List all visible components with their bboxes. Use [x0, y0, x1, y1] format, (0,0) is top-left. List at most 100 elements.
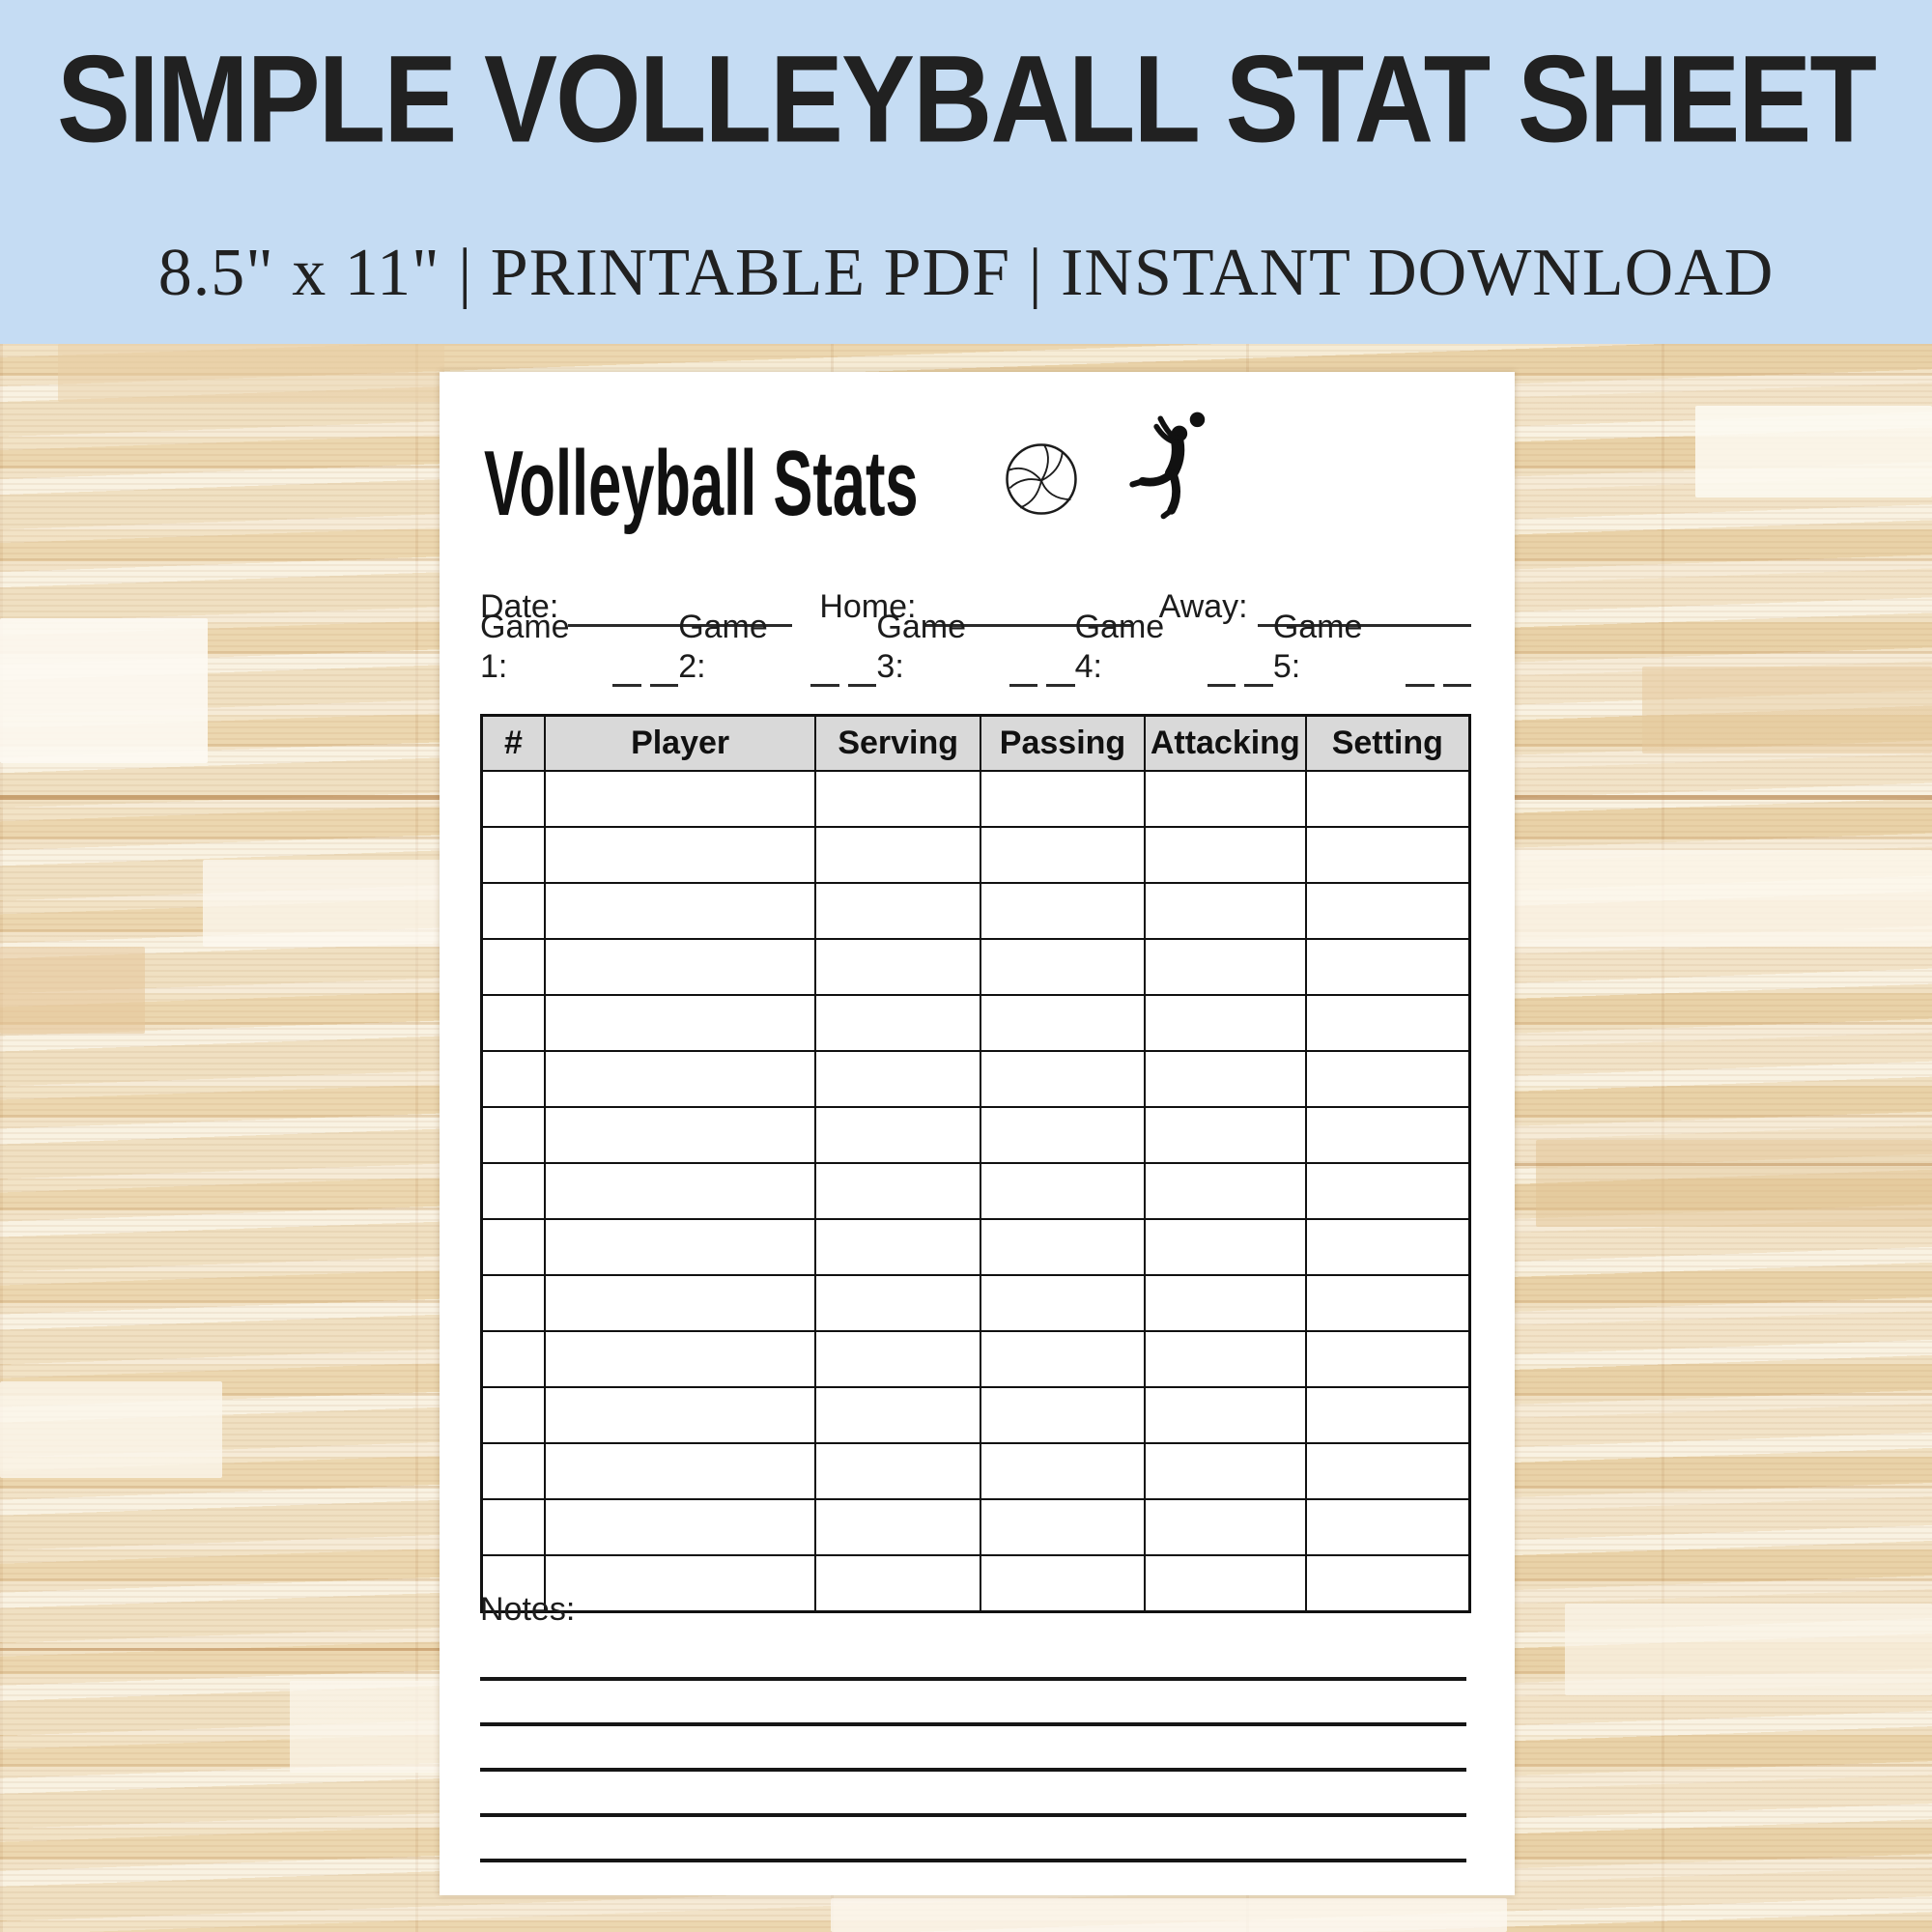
wood-plank-highlight [0, 618, 208, 763]
table-cell [543, 882, 817, 940]
notes-line [480, 1813, 1466, 1817]
table-cell [1304, 882, 1471, 940]
table-cell [543, 938, 817, 996]
paper-sheet: Volleyball Stats Date: Home: Away: Game 1:… [440, 372, 1515, 1895]
table-cell [1143, 1554, 1307, 1613]
table-row [480, 1330, 1471, 1388]
table-cell [1143, 770, 1307, 828]
game-score-blank [847, 653, 877, 687]
table-cell [1143, 1442, 1307, 1500]
table-cell [1143, 882, 1307, 940]
wood-plank-highlight [0, 1381, 222, 1478]
wood-plank-highlight [1565, 1604, 1932, 1695]
notes-line [480, 1722, 1466, 1726]
table-cell [480, 826, 546, 884]
table-row [480, 994, 1471, 1052]
table-cell [980, 1386, 1146, 1444]
table-cell [814, 1274, 982, 1332]
volleyball-icon [1006, 443, 1077, 515]
wood-plank-highlight [1695, 406, 1932, 497]
game-score-blank [1406, 653, 1435, 687]
table-cell [980, 994, 1146, 1052]
table-cell [1304, 1554, 1471, 1613]
table-cell [1143, 994, 1307, 1052]
game-field-label: Game 4: [1074, 609, 1165, 686]
column-header: Player [543, 714, 817, 772]
table-cell [1143, 1050, 1307, 1108]
table-cell [814, 1442, 982, 1500]
table-cell [980, 770, 1146, 828]
table-cell [480, 1442, 546, 1500]
wood-plank-highlight [203, 860, 464, 947]
game-score-blank [1046, 653, 1075, 687]
info-field-label: Away: [1158, 588, 1248, 626]
game-field-label: Game 3: [876, 609, 966, 686]
table-cell [1304, 1218, 1471, 1276]
game-field-label: Game 5: [1272, 609, 1363, 686]
table-cell [1143, 1498, 1307, 1556]
table-cell [480, 770, 546, 828]
table-cell [543, 1218, 817, 1276]
column-header: Attacking [1143, 714, 1307, 772]
table-cell [1304, 1106, 1471, 1164]
table-cell [543, 994, 817, 1052]
table-cell [814, 770, 982, 828]
table-cell [1304, 826, 1471, 884]
table-cell [1143, 1218, 1307, 1276]
table-cell [543, 1106, 817, 1164]
game-score-blank [1244, 653, 1273, 687]
table-cell [1304, 1274, 1471, 1332]
table-cell [814, 1106, 982, 1164]
table-cell [543, 1442, 817, 1500]
table-cell [980, 1050, 1146, 1108]
wood-plank-highlight [0, 947, 145, 1034]
info-field-label: Home: [819, 588, 917, 626]
table-cell [1143, 1106, 1307, 1164]
game-score-blank [1442, 653, 1472, 687]
info-field-date: Date: [480, 579, 793, 627]
table-cell [1143, 1162, 1307, 1220]
table-cell [1304, 938, 1471, 996]
table-row [480, 1274, 1471, 1332]
table-row [480, 1442, 1471, 1500]
table-row [480, 1386, 1471, 1444]
table-row [480, 826, 1471, 884]
table-cell [980, 1106, 1146, 1164]
game-score-blank [810, 653, 839, 687]
wood-seam [0, 1648, 440, 1651]
table-cell [1304, 994, 1471, 1052]
table-row [480, 1050, 1471, 1108]
wood-seam [1515, 1163, 1932, 1166]
table-cell [1304, 1330, 1471, 1388]
game-field-5: Game 5: [1273, 609, 1472, 687]
table-cell [980, 1330, 1146, 1388]
table-cell [543, 1274, 817, 1332]
table-cell [980, 1162, 1146, 1220]
game-field-label: Game 1: [480, 609, 570, 686]
wood-plank-highlight [831, 1898, 1507, 1932]
table-cell [480, 882, 546, 940]
table-cell [543, 1162, 817, 1220]
table-cell [1143, 1274, 1307, 1332]
banner: SIMPLE VOLLEYBALL STAT SHEET 8.5" x 11" … [0, 0, 1932, 344]
wood-plank-highlight [1478, 850, 1932, 947]
blank-line [925, 589, 1132, 627]
table-cell [543, 1554, 817, 1613]
table-cell [480, 1162, 546, 1220]
spiking-player-icon [1129, 412, 1206, 520]
table-cell [480, 1330, 546, 1388]
table-cell [814, 1498, 982, 1556]
table-cell [543, 1330, 817, 1388]
info-field-away: Away: [1159, 579, 1471, 627]
table-cell [1304, 1050, 1471, 1108]
game-field-3: Game 3: [876, 609, 1075, 687]
notes-line [480, 1677, 1466, 1681]
notes-line [480, 1859, 1466, 1862]
table-row [480, 1106, 1471, 1164]
game-field-label: Game 2: [678, 609, 768, 686]
notes-label: Notes: [480, 1591, 576, 1628]
wood-plank-highlight [1642, 667, 1932, 753]
game-score-blank [612, 653, 641, 687]
blank-line [568, 589, 793, 627]
table-cell [814, 938, 982, 996]
